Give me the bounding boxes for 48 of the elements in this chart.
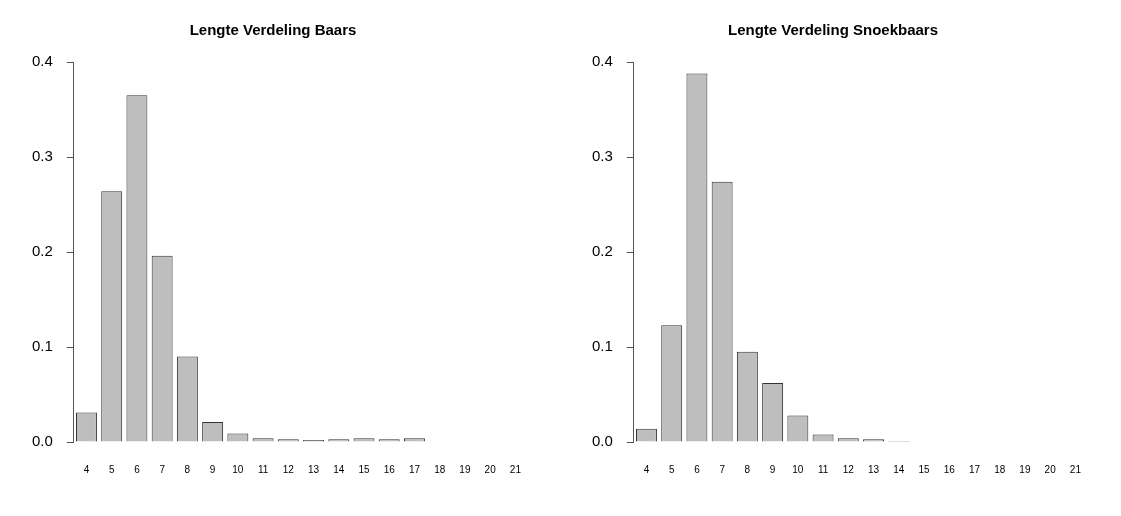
chart-title: Lengte Verdeling Snoekbaars: [727, 21, 939, 39]
x-tick-label: 16: [943, 463, 956, 475]
y-tick-label: 0.0: [591, 432, 613, 450]
x-tick-label: 10: [792, 463, 804, 475]
x-tick-label: 7: [159, 463, 166, 475]
x-tick-label: 11: [817, 463, 829, 475]
x-tick-label: 19: [459, 463, 471, 475]
x-tick-label: 9: [769, 463, 776, 475]
x-tick-label: 14: [333, 463, 345, 475]
chart-title: Lengte Verdeling Baars: [189, 21, 357, 39]
x-tick-label: 15: [358, 463, 370, 475]
y-tick-label: 0.4: [591, 52, 613, 70]
x-tick-label: 21: [1069, 463, 1082, 475]
x-tick-label: 17: [968, 463, 981, 475]
x-tick-label: 20: [1044, 463, 1057, 475]
y-tick-label: 0.1: [31, 337, 53, 355]
x-tick-label: 5: [108, 463, 115, 475]
x-tick-label: 15: [918, 463, 930, 475]
x-tick-label: 18: [994, 463, 1006, 475]
x-tick-label: 18: [434, 463, 446, 475]
x-tick-label: 6: [134, 463, 141, 475]
y-tick-label: 0.4: [31, 52, 53, 70]
x-tick-label: 17: [408, 463, 421, 475]
x-tick-label: 4: [83, 463, 90, 475]
y-tick-label: 0.2: [591, 242, 613, 260]
y-tick-label: 0.3: [31, 147, 53, 165]
x-tick-label: 7: [719, 463, 726, 475]
y-tick-label: 0.1: [591, 337, 613, 355]
x-tick-label: 9: [209, 463, 216, 475]
x-tick-label: 6: [694, 463, 701, 475]
x-tick-label: 11: [257, 463, 269, 475]
x-tick-label: 4: [643, 463, 650, 475]
y-tick-label: 0.3: [591, 147, 613, 165]
x-tick-label: 19: [1019, 463, 1031, 475]
x-tick-label: 8: [744, 463, 751, 475]
x-tick-label: 16: [383, 463, 396, 475]
y-tick-label: 0.0: [31, 432, 53, 450]
x-tick-label: 10: [232, 463, 244, 475]
x-tick-label: 12: [842, 463, 855, 475]
x-tick-label: 20: [484, 463, 497, 475]
y-tick-label: 0.2: [31, 242, 53, 260]
x-tick-label: 13: [867, 463, 880, 475]
x-tick-label: 21: [509, 463, 522, 475]
x-tick-label: 13: [307, 463, 320, 475]
x-tick-label: 5: [668, 463, 675, 475]
x-tick-label: 12: [282, 463, 295, 475]
x-tick-label: 14: [893, 463, 905, 475]
x-tick-label: 8: [184, 463, 191, 475]
